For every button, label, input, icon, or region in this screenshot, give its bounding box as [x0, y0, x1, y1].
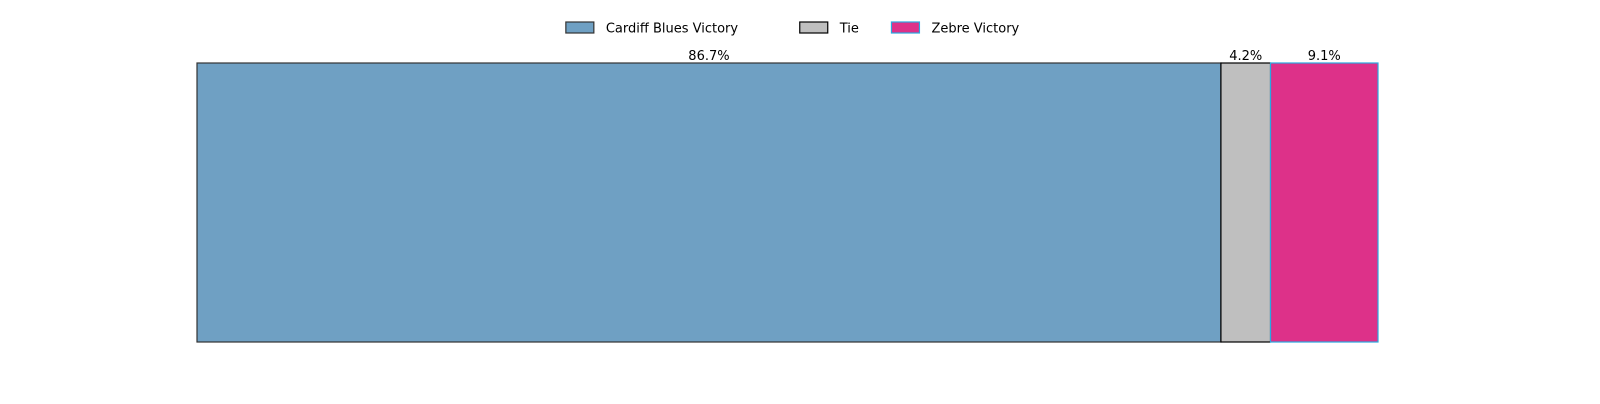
legend-swatch-zebre-victory: [890, 21, 921, 34]
bar-zebre-victory: [1269, 62, 1379, 343]
legend-label-tie: Tie: [839, 22, 859, 37]
legend: Cardiff Blues Victory Tie Zebre Victory: [565, 21, 1020, 37]
bar-cardiff-blues-victory: [196, 62, 1222, 343]
legend-swatch-tie: [799, 21, 829, 34]
bar-group: [196, 62, 1379, 343]
data-label-zebre-victory: 9.1%: [1308, 49, 1341, 64]
data-label-cardiff-blues-victory: 86.7%: [688, 49, 729, 64]
data-label-tie: 4.2%: [1229, 49, 1262, 64]
legend-item-zebre-victory: Zebre Victory: [890, 21, 1020, 37]
data-label-group: 86.7% 4.2% 9.1%: [688, 49, 1340, 64]
legend-label-zebre-victory: Zebre Victory: [931, 22, 1019, 37]
legend-item-cardiff-blues-victory: Cardiff Blues Victory: [565, 21, 739, 37]
legend-label-cardiff-blues-victory: Cardiff Blues Victory: [606, 22, 739, 37]
bar-tie: [1220, 62, 1272, 343]
legend-swatch-cardiff-blues-victory: [565, 21, 595, 34]
legend-item-tie: Tie: [799, 21, 859, 37]
